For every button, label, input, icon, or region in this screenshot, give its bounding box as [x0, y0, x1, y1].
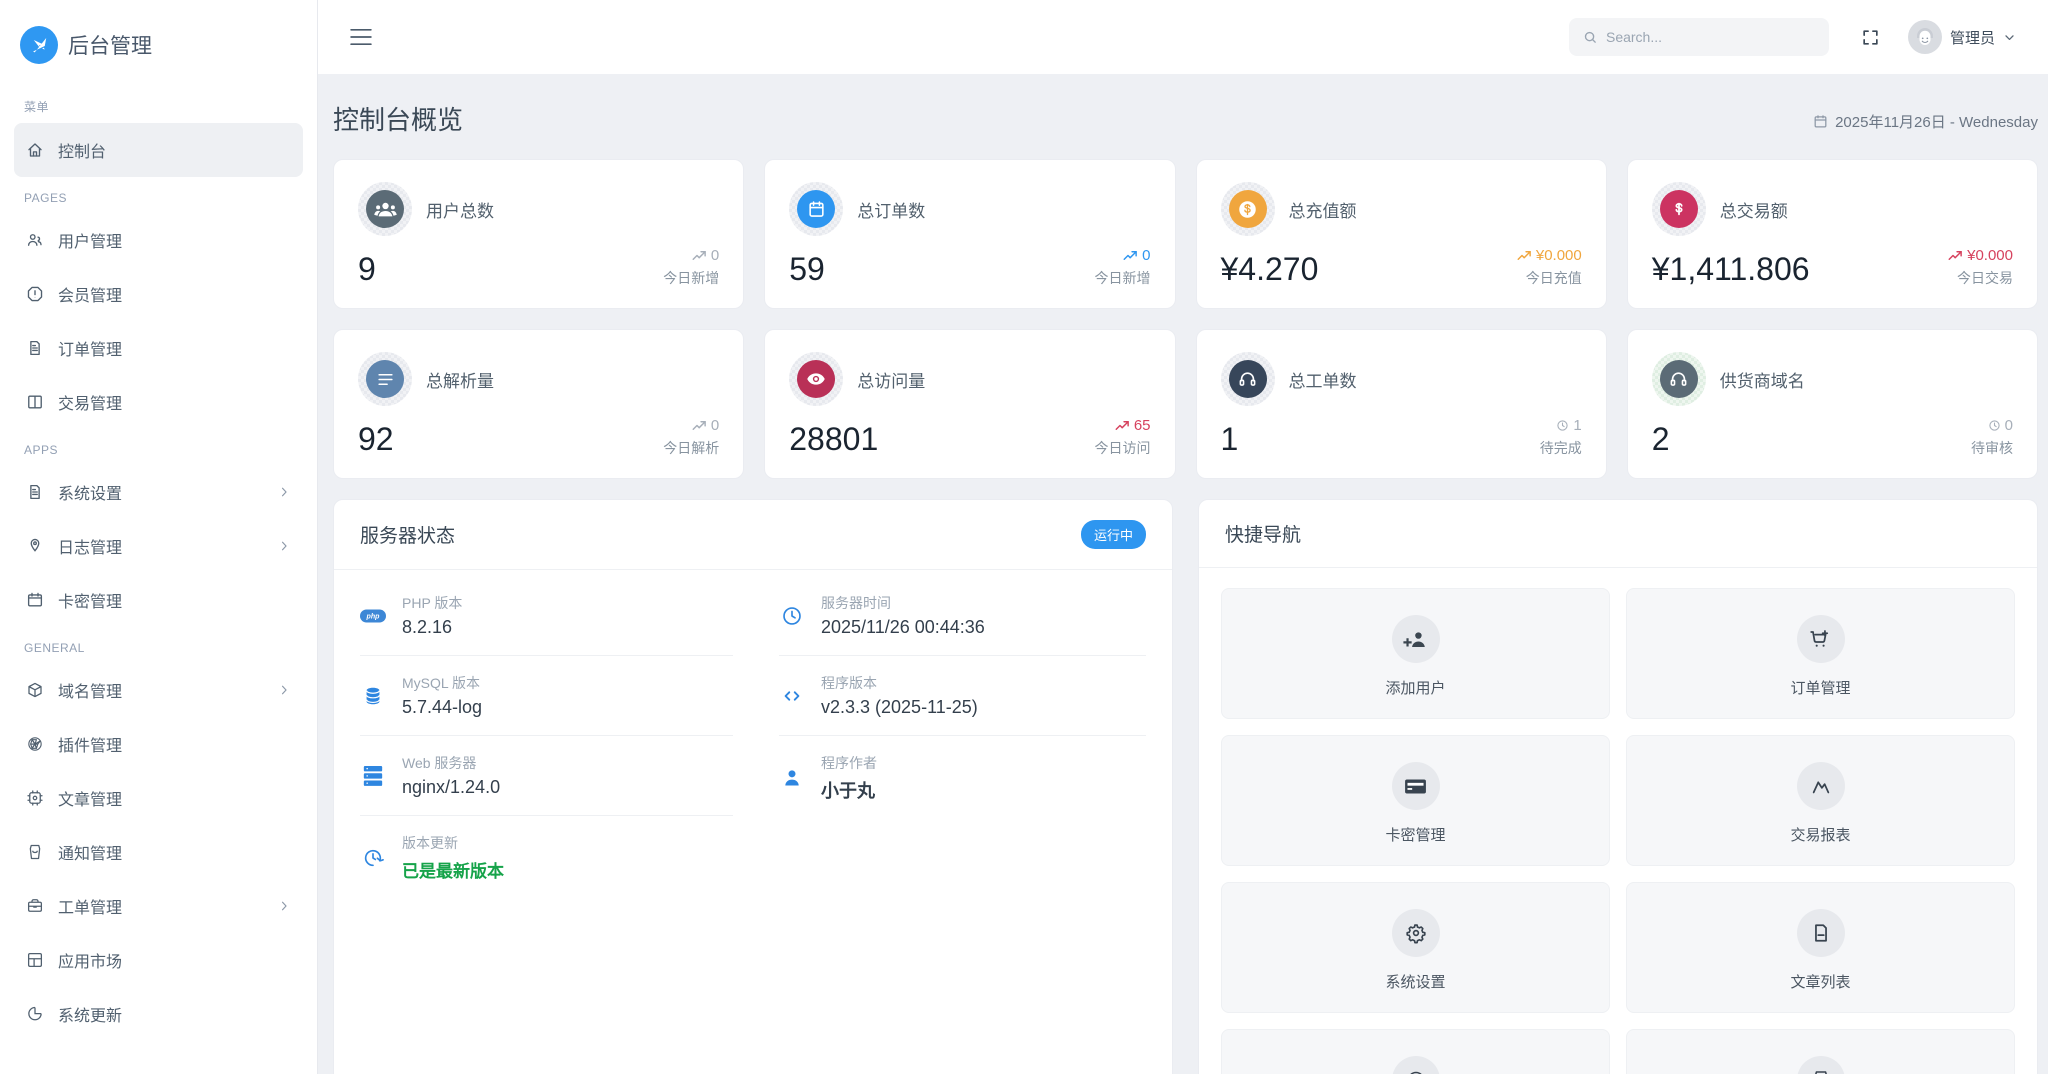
svg-text:php: php [366, 613, 381, 620]
